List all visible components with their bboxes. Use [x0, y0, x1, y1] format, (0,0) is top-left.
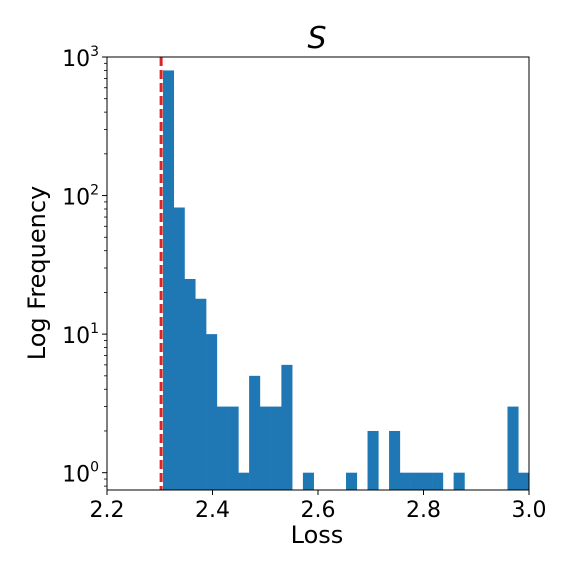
- histogram-bar: [195, 298, 207, 490]
- y-tick-label: 101: [62, 321, 99, 349]
- histogram-bar: [410, 472, 422, 490]
- histogram-bar: [432, 472, 444, 490]
- x-axis-label: Loss: [291, 521, 344, 549]
- histogram-bar: [346, 472, 358, 490]
- histogram-bar: [238, 472, 250, 490]
- x-tick-label: 2.6: [301, 498, 336, 523]
- y-tick-label: 100: [62, 460, 99, 488]
- x-tick-label: 2.4: [195, 498, 230, 523]
- histogram-bar: [216, 406, 228, 490]
- histogram-bar: [281, 364, 293, 490]
- x-tick-label: 2.2: [90, 498, 125, 523]
- histogram-bar: [173, 207, 185, 491]
- plot-frame: [106, 56, 530, 491]
- y-tick-label: 102: [62, 183, 99, 211]
- x-axis: 2.2 2.4 2.6 2.8 3.0: [90, 490, 547, 523]
- y-axis: 100 101 102 103: [62, 44, 107, 488]
- histogram-bar: [227, 406, 239, 490]
- histogram-bar: [367, 430, 379, 490]
- histogram-bar: [206, 334, 218, 490]
- x-tick-label: 2.8: [406, 498, 441, 523]
- y-tick-label: 103: [62, 44, 99, 72]
- y-axis-label: Log Frequency: [23, 186, 51, 360]
- histogram-bar: [453, 472, 465, 490]
- histogram-bar: [184, 278, 196, 490]
- histogram-bar: [302, 472, 314, 490]
- histogram-bar: [421, 472, 433, 490]
- x-tick-label: 3.0: [512, 498, 547, 523]
- histogram-bar: [162, 70, 175, 491]
- histogram-bar: [259, 406, 271, 490]
- histogram-bar: [249, 375, 261, 490]
- histogram-bar: [270, 406, 282, 490]
- chart-title: S: [307, 21, 326, 56]
- histogram-bar: [399, 472, 411, 490]
- histogram-bar: [518, 472, 530, 490]
- histogram-bar: [507, 406, 519, 490]
- histogram-bars: [162, 70, 530, 491]
- histogram-bar: [389, 430, 401, 490]
